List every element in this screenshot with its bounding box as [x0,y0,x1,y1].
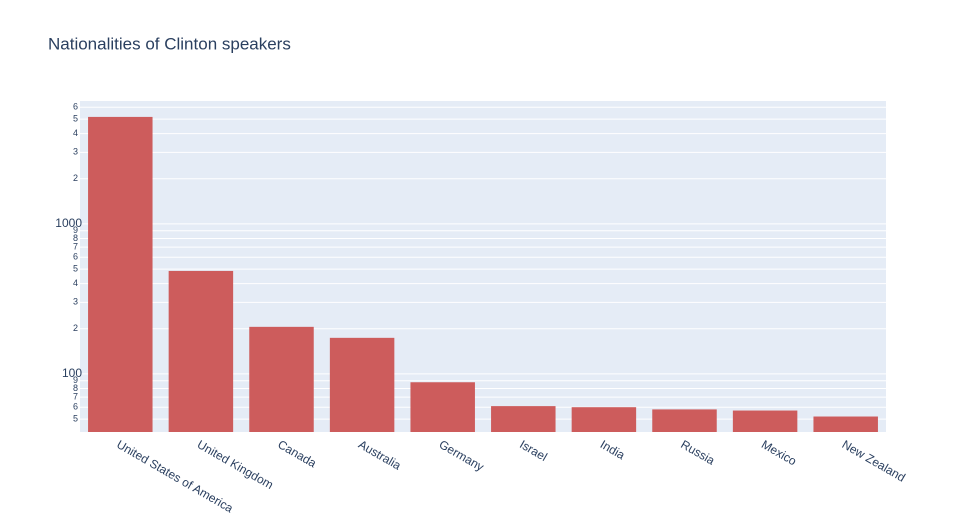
y-tick-label: 3 [73,147,78,157]
x-tick-label: Israel [517,437,549,464]
y-tick-label: 5 [73,263,78,273]
bar [88,116,153,432]
y-tick-label: 2 [73,323,78,333]
y-tick-label: 9 [73,375,78,385]
y-tick-label: 2 [73,173,78,183]
bar [813,416,878,432]
x-tick-label: United Kingdom [195,437,276,492]
bar [491,406,556,432]
y-tick-label: 8 [73,233,78,243]
bar [249,326,314,432]
y-tick-label: 4 [73,278,78,288]
x-tick-label: India [598,437,628,462]
y-tick-label: 7 [73,392,78,402]
y-tick-label: 6 [73,102,78,112]
bar [410,382,475,432]
y-tick-label: 9 [73,225,78,235]
x-tick-label: Canada [275,437,319,470]
x-tick-label: Mexico [759,437,799,468]
y-tick-label: 1000 [55,216,82,230]
y-tick-label: 5 [73,413,78,423]
x-tick-label: New Zealand [840,437,908,484]
y-tick-label: 7 [73,242,78,252]
y-tick-label: 3 [73,297,78,307]
x-tick-label: Australia [356,437,404,473]
x-tick-label: Russia [678,437,717,468]
bar [652,409,717,432]
bar [168,270,234,432]
bar [329,337,395,432]
bar [732,410,798,432]
y-tick-label: 100 [62,366,82,380]
bar [571,407,637,432]
y-tick-label: 6 [73,252,78,262]
y-tick-label: 4 [73,128,78,138]
y-tick-label: 8 [73,383,78,393]
chart-title: Nationalities of Clinton speakers [48,34,291,53]
y-tick-label: 5 [73,113,78,123]
x-tick-label: Germany [437,437,487,474]
y-tick-label: 6 [73,402,78,412]
